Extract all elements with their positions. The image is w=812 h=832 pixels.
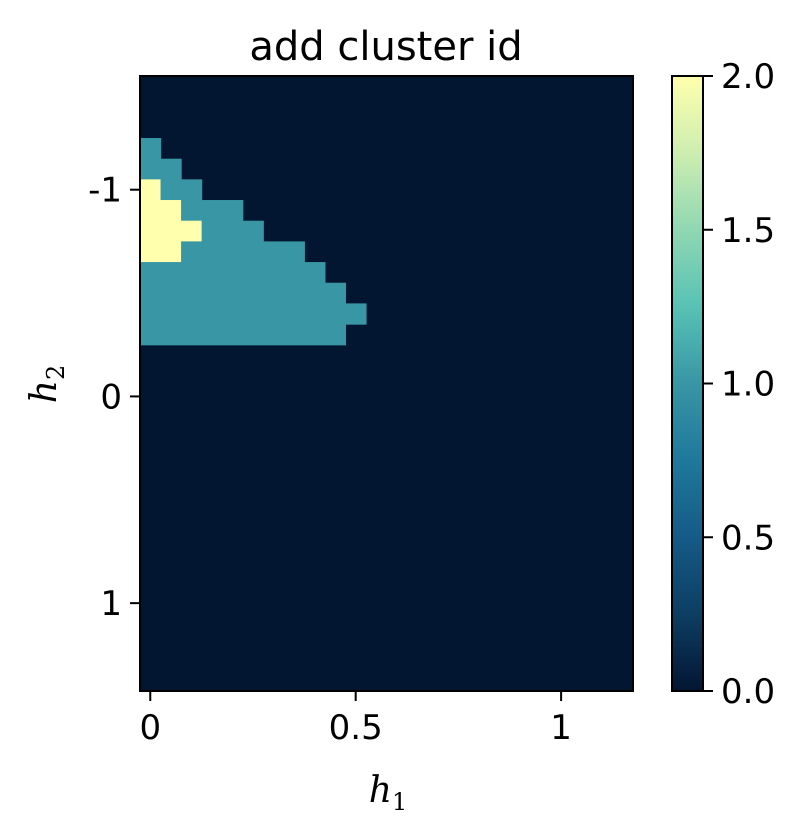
heatmap-background (140, 76, 633, 691)
y-tick-label: -1 (88, 171, 122, 211)
x-tick-label: 0.5 (329, 708, 383, 748)
colorbar-tick-label: 1.5 (721, 211, 775, 251)
heatmap-cell-run (160, 179, 203, 201)
colorbar-tick-label: 0.0 (721, 672, 775, 712)
heatmap-cell-run (181, 241, 305, 263)
colorbar-gradient (672, 76, 703, 691)
heatmap-cell-run (201, 220, 264, 242)
colorbar-tick-label: 0.5 (721, 518, 775, 558)
heatmap-cell-run (140, 138, 162, 160)
heatmap-cell-run (140, 241, 182, 263)
plot-area (139, 75, 634, 692)
y-tick-label: 1 (100, 584, 122, 624)
heatmap-cell-run (140, 282, 347, 304)
heatmap-cells (140, 138, 367, 346)
heatmap-cell-run (140, 200, 182, 222)
colorbar-tick-label: 1.0 (721, 365, 775, 405)
chart-title: add cluster id (249, 24, 522, 70)
heatmap-cell-run (140, 262, 326, 284)
y-axis-label: h2 (24, 365, 70, 403)
colorbar: 0.0 0.5 1.0 1.5 2.0 (671, 57, 775, 712)
colorbar-ticks: 0.0 0.5 1.0 1.5 2.0 (703, 57, 775, 712)
heatmap-cell-run (140, 303, 367, 325)
heatmap-cell-run (140, 179, 162, 201)
colorbar-tick-label: 2.0 (721, 57, 775, 97)
x-tick-label: 1 (550, 708, 572, 748)
x-axis-ticks: 0 0.5 1 (139, 691, 572, 748)
heatmap-cell-run (140, 158, 182, 180)
x-axis-label: h1 (369, 770, 407, 816)
x-tick-label: 0 (139, 708, 161, 748)
y-tick-label: 0 (100, 377, 122, 417)
plot-frame (139, 75, 634, 692)
heatmap-cell-run (140, 220, 203, 242)
heatmap-cell-run (140, 324, 347, 346)
y-axis-ticks: -1 0 1 (88, 171, 140, 624)
heatmap-cell-run (181, 200, 244, 222)
